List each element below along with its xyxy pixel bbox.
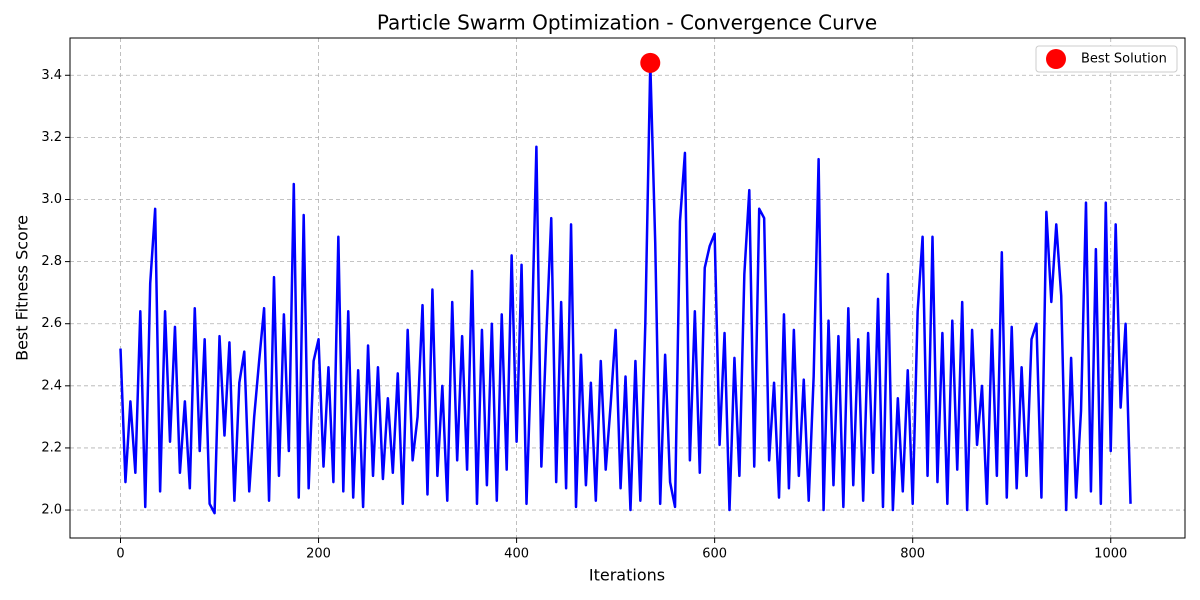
legend-box — [1035, 45, 1178, 73]
y-tick-label: 2.2 — [41, 440, 62, 455]
y-tick-label: 2.8 — [41, 254, 62, 269]
x-tick-label: 400 — [504, 547, 529, 562]
legend-marker — [1046, 49, 1066, 69]
plot-frame — [69, 37, 1186, 539]
x-tick-label: 1000 — [1094, 547, 1127, 562]
x-tick-label: 0 — [116, 547, 124, 562]
y-axis-label: Best Fitness Score — [13, 215, 32, 361]
y-tick-label: 3.2 — [41, 130, 62, 145]
y-tick-label: 2.6 — [41, 316, 62, 331]
x-tick-label: 200 — [306, 547, 331, 562]
y-tick-label: 2.0 — [41, 503, 62, 518]
chart-title: Particle Swarm Optimization - Convergenc… — [377, 11, 877, 35]
x-tick-label: 600 — [702, 547, 727, 562]
best-solution-marker — [640, 52, 661, 73]
legend-label: Best Solution — [1081, 52, 1167, 67]
y-tick-label: 2.4 — [41, 378, 62, 393]
y-tick-label: 3.4 — [41, 68, 62, 83]
x-axis-label: Iterations — [589, 566, 665, 585]
y-tick-label: 3.0 — [41, 192, 62, 207]
x-tick-label: 800 — [900, 547, 925, 562]
series-line — [119, 61, 1132, 515]
